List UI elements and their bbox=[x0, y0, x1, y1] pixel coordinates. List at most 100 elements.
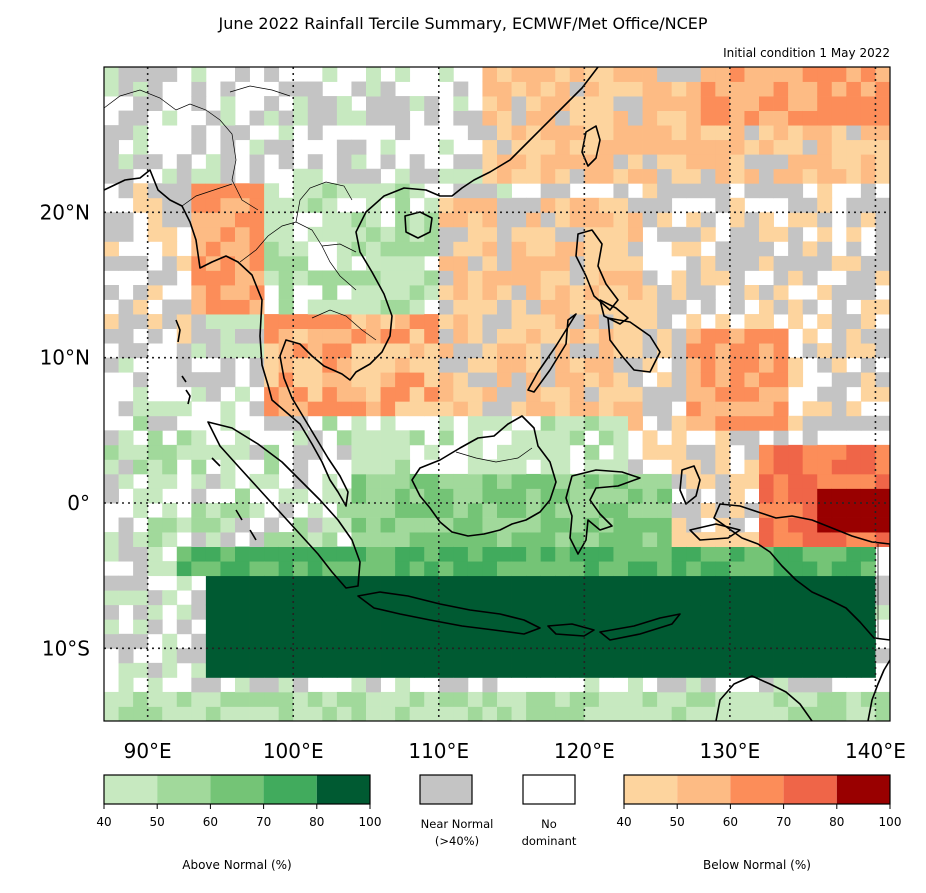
tercile-cell bbox=[235, 604, 250, 620]
tercile-cell bbox=[351, 430, 367, 446]
tercile-cell bbox=[759, 691, 774, 707]
tercile-cell bbox=[453, 226, 469, 242]
tercile-cell bbox=[147, 561, 163, 577]
tercile-cell bbox=[118, 662, 134, 678]
tercile-cell bbox=[395, 314, 411, 329]
tercile-cell bbox=[773, 662, 789, 678]
tercile-cell bbox=[831, 590, 847, 606]
tercile-cell bbox=[467, 633, 483, 649]
tercile-cell bbox=[715, 633, 731, 649]
tercile-cell bbox=[453, 285, 469, 300]
tercile-cell bbox=[642, 488, 658, 504]
tercile-cell bbox=[104, 67, 119, 82]
tercile-cell bbox=[788, 241, 804, 257]
tercile-cell bbox=[788, 706, 804, 721]
tercile-cell bbox=[220, 706, 236, 721]
tercile-cell bbox=[409, 241, 425, 257]
tercile-cell bbox=[453, 96, 469, 111]
tercile-cell bbox=[860, 473, 876, 489]
tercile-cell bbox=[264, 415, 280, 431]
tercile-cell bbox=[409, 430, 425, 446]
tercile-cell bbox=[453, 517, 469, 533]
tercile-cell bbox=[759, 139, 774, 155]
tercile-cell bbox=[613, 328, 629, 344]
tercile-cell bbox=[293, 270, 309, 286]
tercile-cell bbox=[569, 81, 585, 97]
tercile-cell bbox=[642, 590, 658, 606]
tercile-cell bbox=[846, 706, 862, 721]
tercile-cell bbox=[715, 532, 731, 547]
tercile-cell bbox=[482, 226, 498, 242]
tercile-cell bbox=[584, 691, 600, 707]
tercile-cell bbox=[118, 517, 134, 533]
tercile-cell bbox=[773, 154, 789, 170]
tercile-cell bbox=[322, 226, 338, 242]
tercile-cell bbox=[875, 343, 890, 359]
tercile-cell bbox=[831, 662, 847, 678]
tercile-cell bbox=[307, 401, 323, 417]
tercile-cell bbox=[395, 706, 411, 721]
tercile-cell bbox=[351, 677, 367, 693]
tercile-cell bbox=[453, 81, 469, 97]
tercile-cell bbox=[671, 241, 687, 257]
tercile-cell bbox=[278, 241, 294, 257]
tercile-cell bbox=[424, 473, 440, 489]
tercile-cell bbox=[351, 691, 367, 707]
tercile-cell bbox=[118, 590, 134, 606]
tercile-cell bbox=[759, 328, 774, 344]
tercile-cell bbox=[453, 241, 469, 257]
tercile-cell bbox=[366, 401, 381, 417]
tercile-cell bbox=[759, 648, 774, 664]
tercile-cell bbox=[453, 546, 469, 562]
tercile-cell bbox=[482, 633, 498, 649]
coast-taiwan bbox=[581, 125, 601, 167]
tercile-cell bbox=[191, 430, 207, 446]
tercile-cell bbox=[235, 691, 250, 707]
tercile-cell bbox=[191, 604, 207, 620]
tercile-cell bbox=[773, 386, 789, 402]
tercile-cell bbox=[133, 503, 149, 518]
tercile-cell bbox=[642, 67, 658, 82]
tercile-cell bbox=[613, 285, 629, 300]
tercile-cell bbox=[409, 372, 425, 388]
tercile-cell bbox=[482, 125, 498, 141]
tercile-cell bbox=[453, 270, 469, 286]
tercile-cell bbox=[584, 197, 600, 213]
tercile-cell bbox=[788, 67, 804, 82]
tercile-cell bbox=[147, 96, 163, 111]
tercile-cell bbox=[336, 183, 352, 199]
tercile-cell bbox=[773, 343, 789, 359]
tercile-cell bbox=[205, 648, 221, 664]
tercile-cell bbox=[744, 139, 760, 155]
tercile-cell bbox=[205, 517, 221, 533]
tercile-cell bbox=[613, 691, 629, 707]
tercile-cell bbox=[613, 401, 629, 417]
tercile-cell bbox=[307, 125, 323, 141]
tercile-cell bbox=[759, 255, 774, 271]
tercile-cell bbox=[264, 67, 280, 82]
tercile-cell bbox=[293, 546, 309, 562]
tercile-cell bbox=[511, 197, 527, 213]
tercile-cell bbox=[264, 648, 280, 664]
tercile-cell bbox=[351, 503, 367, 518]
tercile-cell bbox=[526, 357, 542, 373]
tercile-cell bbox=[235, 444, 250, 460]
tercile-cell bbox=[642, 154, 658, 170]
tercile-cell bbox=[628, 488, 643, 504]
tercile-cell bbox=[351, 459, 367, 475]
tercile-cell bbox=[497, 604, 512, 620]
tercile-cell bbox=[598, 648, 614, 664]
tercile-cell bbox=[569, 212, 585, 228]
tercile-cell bbox=[526, 299, 542, 315]
tercile-cell bbox=[409, 546, 425, 562]
above-normal-label: Above Normal (%) bbox=[182, 858, 292, 872]
tercile-cell bbox=[438, 139, 454, 155]
tercile-cell bbox=[453, 677, 469, 693]
tercile-cell bbox=[613, 270, 629, 286]
tercile-cell bbox=[424, 561, 440, 577]
tercile-cell bbox=[467, 546, 483, 562]
tercile-cell bbox=[831, 488, 847, 504]
tercile-cell bbox=[467, 561, 483, 577]
tercile-cell bbox=[104, 255, 119, 271]
